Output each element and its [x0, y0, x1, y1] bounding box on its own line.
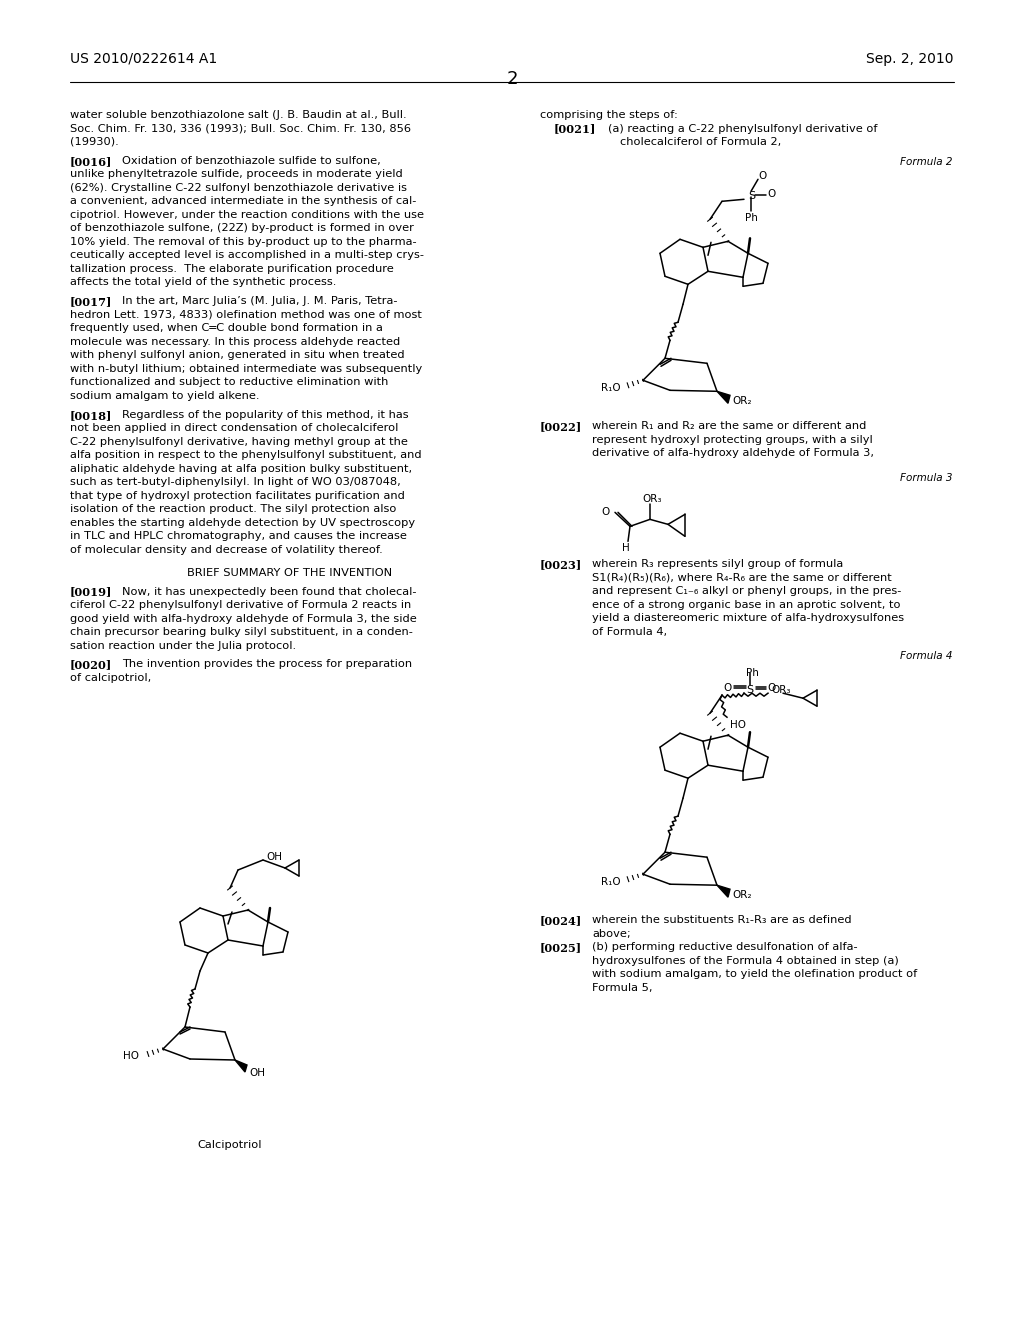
- Text: in TLC and HPLC chromatography, and causes the increase: in TLC and HPLC chromatography, and caus…: [70, 531, 407, 541]
- Text: (a) reacting a C-22 phenylsulfonyl derivative of: (a) reacting a C-22 phenylsulfonyl deriv…: [608, 124, 878, 133]
- Text: good yield with alfa-hydroxy aldehyde of Formula 3, the side: good yield with alfa-hydroxy aldehyde of…: [70, 614, 417, 623]
- Text: Regardless of the popularity of this method, it has: Regardless of the popularity of this met…: [122, 409, 409, 420]
- Text: [0016]: [0016]: [70, 156, 113, 166]
- Text: HO: HO: [730, 721, 746, 730]
- Text: S: S: [748, 191, 755, 201]
- Text: [0025]: [0025]: [540, 942, 582, 953]
- Text: of Formula 4,: of Formula 4,: [592, 627, 667, 636]
- Text: with n-butyl lithium; obtained intermediate was subsequently: with n-butyl lithium; obtained intermedi…: [70, 364, 422, 374]
- Text: The invention provides the process for preparation: The invention provides the process for p…: [122, 660, 412, 669]
- Text: represent hydroxyl protecting groups, with a silyl: represent hydroxyl protecting groups, wi…: [592, 434, 872, 445]
- Text: not been applied in direct condensation of cholecalciferol: not been applied in direct condensation …: [70, 424, 398, 433]
- Text: OR₂: OR₂: [732, 396, 752, 407]
- Text: Formula 4: Formula 4: [899, 651, 952, 661]
- Text: [0018]: [0018]: [70, 409, 113, 421]
- Text: R₁O: R₁O: [601, 878, 621, 887]
- Text: Formula 3: Formula 3: [899, 473, 952, 483]
- Text: Now, it has unexpectedly been found that cholecal-: Now, it has unexpectedly been found that…: [122, 586, 417, 597]
- Text: enables the starting aldehyde detection by UV spectroscopy: enables the starting aldehyde detection …: [70, 517, 415, 528]
- Text: with sodium amalgam, to yield the olefination product of: with sodium amalgam, to yield the olefin…: [592, 969, 918, 979]
- Text: above;: above;: [592, 929, 631, 939]
- Text: [0024]: [0024]: [540, 915, 583, 927]
- Text: Formula 2: Formula 2: [899, 157, 952, 168]
- Text: O: O: [723, 684, 731, 693]
- Text: wherein the substituents R₁-R₃ are as defined: wherein the substituents R₁-R₃ are as de…: [592, 915, 852, 925]
- Text: that type of hydroxyl protection facilitates purification and: that type of hydroxyl protection facilit…: [70, 491, 404, 500]
- Text: sation reaction under the Julia protocol.: sation reaction under the Julia protocol…: [70, 640, 296, 651]
- Text: tallization process.  The elaborate purification procedure: tallization process. The elaborate purif…: [70, 264, 394, 275]
- Text: water soluble benzothiazolone salt (J. B. Baudin at al., Bull.: water soluble benzothiazolone salt (J. B…: [70, 110, 407, 120]
- Text: frequently used, when C═C double bond formation in a: frequently used, when C═C double bond fo…: [70, 323, 383, 333]
- Text: a convenient, advanced intermediate in the synthesis of cal-: a convenient, advanced intermediate in t…: [70, 197, 417, 206]
- Text: ence of a strong organic base in an aprotic solvent, to: ence of a strong organic base in an apro…: [592, 599, 900, 610]
- Text: S1(R₄)(R₅)(R₆), where R₄-R₆ are the same or different: S1(R₄)(R₅)(R₆), where R₄-R₆ are the same…: [592, 573, 892, 583]
- Text: of molecular density and decrease of volatility thereof.: of molecular density and decrease of vol…: [70, 545, 383, 554]
- Text: BRIEF SUMMARY OF THE INVENTION: BRIEF SUMMARY OF THE INVENTION: [187, 568, 392, 578]
- Text: hedron Lett. 1973, 4833) olefination method was one of most: hedron Lett. 1973, 4833) olefination met…: [70, 310, 422, 319]
- Polygon shape: [717, 391, 730, 404]
- Text: US 2010/0222614 A1: US 2010/0222614 A1: [70, 51, 217, 66]
- Text: ciferol C-22 phenylsulfonyl derivative of Formula 2 reacts in: ciferol C-22 phenylsulfonyl derivative o…: [70, 601, 412, 610]
- Text: cholecalciferol of Formula 2,: cholecalciferol of Formula 2,: [620, 137, 781, 147]
- Text: isolation of the reaction product. The silyl protection also: isolation of the reaction product. The s…: [70, 504, 396, 515]
- Text: and represent C₁₋₆ alkyl or phenyl groups, in the pres-: and represent C₁₋₆ alkyl or phenyl group…: [592, 586, 901, 597]
- Text: HO: HO: [123, 1051, 139, 1061]
- Text: In the art, Marc Julia’s (M. Julia, J. M. Paris, Tetra-: In the art, Marc Julia’s (M. Julia, J. M…: [122, 296, 397, 306]
- Text: functionalized and subject to reductive elimination with: functionalized and subject to reductive …: [70, 378, 388, 387]
- Text: with phenyl sulfonyl anion, generated in situ when treated: with phenyl sulfonyl anion, generated in…: [70, 350, 404, 360]
- Polygon shape: [234, 1060, 247, 1072]
- Text: sodium amalgam to yield alkene.: sodium amalgam to yield alkene.: [70, 391, 259, 401]
- Text: [0022]: [0022]: [540, 421, 583, 433]
- Text: O: O: [767, 684, 775, 693]
- Text: OR₃: OR₃: [771, 685, 791, 696]
- Text: of benzothiazole sulfone, (22Z) by-product is formed in over: of benzothiazole sulfone, (22Z) by-produ…: [70, 223, 414, 234]
- Text: OH: OH: [266, 851, 282, 862]
- Text: R₁O: R₁O: [601, 383, 621, 393]
- Text: O: O: [601, 507, 609, 517]
- Text: [0019]: [0019]: [70, 586, 113, 598]
- Text: wherein R₁ and R₂ are the same or different and: wherein R₁ and R₂ are the same or differ…: [592, 421, 866, 432]
- Text: comprising the steps of:: comprising the steps of:: [540, 110, 678, 120]
- Text: OR₃: OR₃: [642, 495, 662, 504]
- Text: Sep. 2, 2010: Sep. 2, 2010: [866, 51, 954, 66]
- Text: of calcipotriol,: of calcipotriol,: [70, 673, 152, 682]
- Text: Calcipotriol: Calcipotriol: [198, 1140, 262, 1150]
- Text: (19930).: (19930).: [70, 137, 119, 147]
- Text: yield a diastereomeric mixture of alfa-hydroxysulfones: yield a diastereomeric mixture of alfa-h…: [592, 614, 904, 623]
- Text: 2: 2: [506, 70, 518, 88]
- Text: Formula 5,: Formula 5,: [592, 982, 652, 993]
- Text: Ph: Ph: [746, 668, 759, 678]
- Text: C-22 phenylsulfonyl derivative, having methyl group at the: C-22 phenylsulfonyl derivative, having m…: [70, 437, 408, 446]
- Text: [0017]: [0017]: [70, 296, 113, 308]
- Text: ceutically accepted level is accomplished in a multi-step crys-: ceutically accepted level is accomplishe…: [70, 251, 424, 260]
- Text: cipotriol. However, under the reaction conditions with the use: cipotriol. However, under the reaction c…: [70, 210, 424, 220]
- Text: derivative of alfa-hydroxy aldehyde of Formula 3,: derivative of alfa-hydroxy aldehyde of F…: [592, 449, 874, 458]
- Text: H: H: [622, 544, 630, 553]
- Text: chain precursor bearing bulky silyl substituent, in a conden-: chain precursor bearing bulky silyl subs…: [70, 627, 413, 638]
- Text: O: O: [758, 172, 766, 181]
- Text: Soc. Chim. Fr. 130, 336 (1993); Bull. Soc. Chim. Fr. 130, 856: Soc. Chim. Fr. 130, 336 (1993); Bull. So…: [70, 124, 411, 133]
- Text: [0023]: [0023]: [540, 560, 583, 570]
- Text: [0021]: [0021]: [554, 124, 596, 135]
- Text: OH: OH: [249, 1068, 265, 1078]
- Text: aliphatic aldehyde having at alfa position bulky substituent,: aliphatic aldehyde having at alfa positi…: [70, 463, 412, 474]
- Text: affects the total yield of the synthetic process.: affects the total yield of the synthetic…: [70, 277, 336, 288]
- Text: (62%). Crystalline C-22 sulfonyl benzothiazole derivative is: (62%). Crystalline C-22 sulfonyl benzoth…: [70, 183, 407, 193]
- Text: Oxidation of benzothiazole sulfide to sulfone,: Oxidation of benzothiazole sulfide to su…: [122, 156, 381, 166]
- Text: (b) performing reductive desulfonation of alfa-: (b) performing reductive desulfonation o…: [592, 942, 858, 952]
- Polygon shape: [717, 886, 730, 898]
- Text: [0020]: [0020]: [70, 660, 113, 671]
- Text: wherein R₃ represents silyl group of formula: wherein R₃ represents silyl group of for…: [592, 560, 843, 569]
- Text: hydroxysulfones of the Formula 4 obtained in step (a): hydroxysulfones of the Formula 4 obtaine…: [592, 956, 899, 966]
- Text: S: S: [746, 685, 753, 696]
- Text: alfa position in respect to the phenylsulfonyl substituent, and: alfa position in respect to the phenylsu…: [70, 450, 422, 461]
- Text: 10% yield. The removal of this by-product up to the pharma-: 10% yield. The removal of this by-produc…: [70, 236, 417, 247]
- Text: O: O: [767, 189, 775, 199]
- Text: unlike phenyltetrazole sulfide, proceeds in moderate yield: unlike phenyltetrazole sulfide, proceeds…: [70, 169, 402, 180]
- Text: Ph: Ph: [745, 214, 758, 223]
- Text: OR₂: OR₂: [732, 890, 752, 900]
- Text: such as tert-butyl-diphenylsilyl. In light of WO 03/087048,: such as tert-butyl-diphenylsilyl. In lig…: [70, 478, 400, 487]
- Text: molecule was necessary. In this process aldehyde reacted: molecule was necessary. In this process …: [70, 337, 400, 347]
